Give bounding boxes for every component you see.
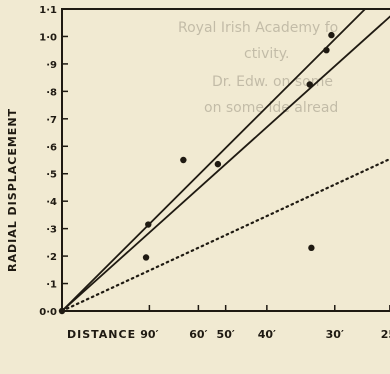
x-axis-ticks: 90′ 60′ 50′ 40′ 30′ 25′: [140, 305, 390, 341]
y-tick-label: ·2: [46, 252, 57, 263]
dotted-fit-line: [60, 157, 390, 313]
y-tick-label: ·3: [46, 225, 57, 236]
bleed-text-line: on some ide alread: [204, 100, 338, 116]
y-axis-ticks: 0·0 ·1 ·2 ·3 ·4 ·5 ·6 ·7 ·8 ·9 1·0 1·1: [39, 5, 68, 318]
bleed-text-line: Royal Irish Academy fo: [178, 20, 338, 36]
bleed-text-line: Dr. Edw. on some: [212, 74, 333, 90]
data-point: [145, 221, 152, 228]
data-point: [308, 244, 315, 252]
data-point: [180, 156, 187, 164]
data-point: [306, 81, 313, 88]
data-point: [214, 160, 222, 168]
y-tick-label: 0·0: [39, 307, 57, 318]
solid-fit-line: [61, 8, 366, 312]
data-points: [58, 31, 335, 315]
x-tick-label: 25′: [381, 328, 390, 341]
y-tick-label: ·1: [46, 280, 57, 291]
x-tick-label: 60′: [189, 328, 207, 341]
fit-lines: [60, 8, 390, 313]
y-tick-label: ·7: [46, 115, 57, 126]
y-tick-label: ·6: [46, 142, 57, 153]
y-tick-label: 1·1: [39, 5, 57, 16]
y-axis-label: RADIAL DISPLACEMENT: [6, 108, 19, 272]
x-tick-label: 40′: [258, 328, 276, 341]
plot-frame: [61, 8, 390, 312]
y-tick-label: ·9: [46, 60, 57, 71]
data-point: [328, 31, 335, 39]
y-tick-label: ·8: [46, 87, 57, 98]
x-tick-label: 50′: [217, 328, 235, 341]
x-tick-label: 30′: [326, 328, 344, 341]
y-tick-label: ·4: [46, 197, 57, 208]
bleed-through-text: Royal Irish Academy fo ctivity. Dr. Edw.…: [178, 20, 338, 116]
y-tick-label: ·5: [46, 170, 57, 181]
solid-fit-line: [61, 15, 390, 312]
data-point: [323, 46, 330, 54]
data-point: [142, 254, 150, 261]
bleed-text-line: ctivity.: [244, 46, 289, 62]
x-axis-label: DISTANCE: [67, 328, 136, 341]
origin-point: [58, 307, 66, 315]
x-tick-label: 90′: [140, 328, 158, 341]
y-tick-label: 1·0: [39, 32, 57, 43]
